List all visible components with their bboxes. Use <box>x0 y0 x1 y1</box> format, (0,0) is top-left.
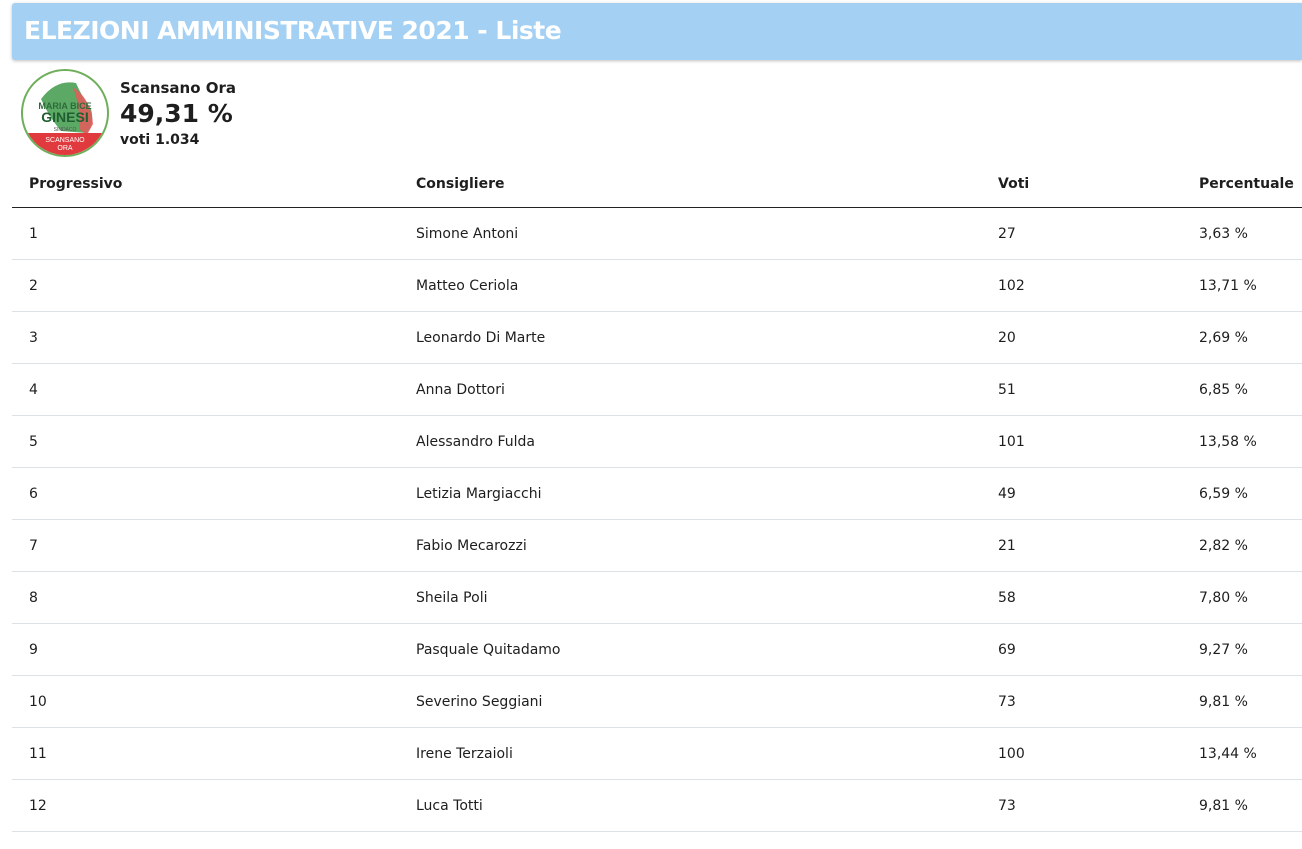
table-row: 1 Simone Antoni 27 3,63 % <box>12 207 1302 260</box>
page-title: ELEZIONI AMMINISTRATIVE 2021 - Liste <box>24 16 562 45</box>
cell-percentuale: 6,85 % <box>1199 363 1302 416</box>
cell-progressivo: 1 <box>12 207 416 260</box>
cell-progressivo: 12 <box>12 779 416 832</box>
cell-progressivo: 6 <box>12 467 416 520</box>
cell-consigliere: Severino Seggiani <box>416 675 998 728</box>
list-votes: voti 1.034 <box>120 132 200 148</box>
cell-consigliere: Simone Antoni <box>416 207 998 260</box>
table-row: 10 Severino Seggiani 73 9,81 % <box>12 675 1302 728</box>
svg-text:ORA: ORA <box>57 145 73 152</box>
cell-consigliere: Matteo Ceriola <box>416 259 998 312</box>
cell-percentuale: 9,27 % <box>1199 623 1302 676</box>
cell-progressivo: 8 <box>12 571 416 624</box>
cell-voti: 27 <box>998 207 1199 260</box>
cell-progressivo: 4 <box>12 363 416 416</box>
table-row: 5 Alessandro Fulda 101 13,58 % <box>12 415 1302 468</box>
cell-percentuale: 7,80 % <box>1199 571 1302 624</box>
list-name: Scansano Ora <box>120 79 237 97</box>
cell-voti: 101 <box>998 415 1199 468</box>
table-header-row: Progressivo Consigliere Voti Percentuale <box>12 160 1302 208</box>
table-row: 4 Anna Dottori 51 6,85 % <box>12 363 1302 416</box>
svg-text:SINDACO: SINDACO <box>54 127 77 133</box>
cell-voti: 58 <box>998 571 1199 624</box>
cell-percentuale: 9,81 % <box>1199 779 1302 832</box>
cell-percentuale: 13,58 % <box>1199 415 1302 468</box>
cell-progressivo: 5 <box>12 415 416 468</box>
cell-progressivo: 3 <box>12 311 416 364</box>
svg-text:MARIA BICE: MARIA BICE <box>38 101 91 111</box>
cell-voti: 20 <box>998 311 1199 364</box>
table-row: 8 Sheila Poli 58 7,80 % <box>12 571 1302 624</box>
svg-text:GINESI: GINESI <box>41 109 88 125</box>
table-row: 6 Letizia Margiacchi 49 6,59 % <box>12 467 1302 520</box>
cell-progressivo: 10 <box>12 675 416 728</box>
column-header-voti: Voti <box>998 160 1199 208</box>
cell-percentuale: 6,59 % <box>1199 467 1302 520</box>
cell-progressivo: 9 <box>12 623 416 676</box>
column-header-consigliere: Consigliere <box>416 160 998 208</box>
cell-consigliere: Alessandro Fulda <box>416 415 998 468</box>
cell-progressivo: 2 <box>12 259 416 312</box>
list-percentage: 49,31 % <box>120 99 233 128</box>
cell-voti: 49 <box>998 467 1199 520</box>
cell-consigliere: Luca Totti <box>416 779 998 832</box>
cell-consigliere: Leonardo Di Marte <box>416 311 998 364</box>
cell-percentuale: 3,63 % <box>1199 207 1302 260</box>
cell-voti: 73 <box>998 675 1199 728</box>
cell-consigliere: Pasquale Quitadamo <box>416 623 998 676</box>
cell-voti: 69 <box>998 623 1199 676</box>
candidates-table: Progressivo Consigliere Voti Percentuale… <box>12 160 1302 832</box>
cell-percentuale: 2,69 % <box>1199 311 1302 364</box>
table-row: 9 Pasquale Quitadamo 69 9,27 % <box>12 623 1302 676</box>
cell-consigliere: Sheila Poli <box>416 571 998 624</box>
cell-progressivo: 7 <box>12 519 416 572</box>
cell-voti: 73 <box>998 779 1199 832</box>
cell-percentuale: 2,82 % <box>1199 519 1302 572</box>
table-row: 12 Luca Totti 73 9,81 % <box>12 779 1302 832</box>
table-row: 11 Irene Terzaioli 100 13,44 % <box>12 727 1302 780</box>
cell-percentuale: 13,71 % <box>1199 259 1302 312</box>
cell-voti: 102 <box>998 259 1199 312</box>
cell-voti: 21 <box>998 519 1199 572</box>
cell-percentuale: 13,44 % <box>1199 727 1302 780</box>
column-header-percentuale: Percentuale <box>1199 160 1302 208</box>
page-header: ELEZIONI AMMINISTRATIVE 2021 - Liste <box>12 3 1302 60</box>
cell-voti: 100 <box>998 727 1199 780</box>
table-row: 3 Leonardo Di Marte 20 2,69 % <box>12 311 1302 364</box>
column-header-progressivo: Progressivo <box>12 160 416 208</box>
cell-consigliere: Fabio Mecarozzi <box>416 519 998 572</box>
table-row: 2 Matteo Ceriola 102 13,71 % <box>12 259 1302 312</box>
cell-voti: 51 <box>998 363 1199 416</box>
cell-consigliere: Anna Dottori <box>416 363 998 416</box>
svg-text:SCANSANO: SCANSANO <box>45 137 85 144</box>
table-row: 7 Fabio Mecarozzi 21 2,82 % <box>12 519 1302 572</box>
list-logo: MARIA BICE GINESI SINDACO SCANSANO ORA <box>21 69 109 157</box>
cell-consigliere: Letizia Margiacchi <box>416 467 998 520</box>
cell-consigliere: Irene Terzaioli <box>416 727 998 780</box>
cell-progressivo: 11 <box>12 727 416 780</box>
cell-percentuale: 9,81 % <box>1199 675 1302 728</box>
